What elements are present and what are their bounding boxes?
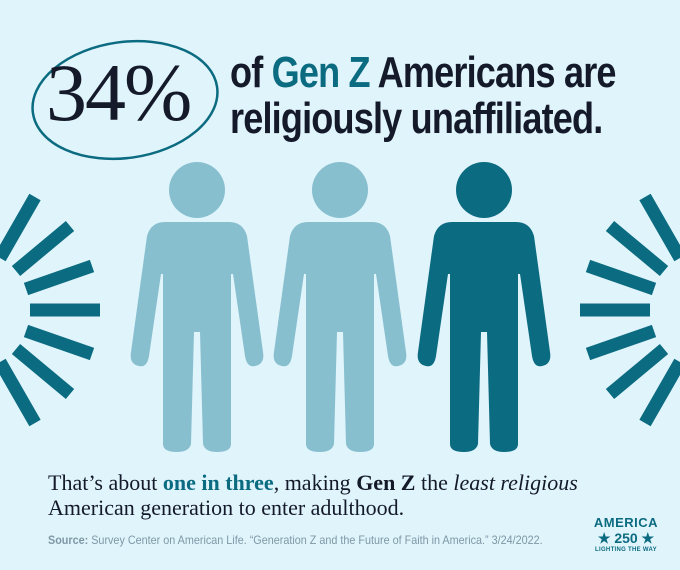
person-icon	[273, 162, 407, 452]
headline-highlight: Gen Z	[271, 48, 371, 97]
logo-tagline: LIGHTING THE WAY	[595, 547, 657, 553]
bold-text: Gen Z	[356, 470, 416, 495]
source-label: Source:	[48, 533, 89, 547]
star: ★	[637, 530, 655, 546]
text: , making	[273, 470, 357, 495]
text: American generation to enter adulthood.	[48, 495, 405, 520]
person-icon-highlight	[417, 162, 551, 452]
stat-circle	[31, 39, 219, 161]
highlight: one in three	[162, 470, 274, 495]
source-text: Survey Center on American Life. “Generat…	[91, 533, 543, 547]
right-rays	[580, 193, 680, 427]
source: Source: Survey Center on American Life. …	[48, 533, 543, 547]
headline-text: of	[230, 48, 263, 97]
headline-text: religiously unaffiliated.	[230, 94, 603, 143]
italic-text: least religious	[453, 470, 578, 495]
logo-number: ★ 250 ★	[586, 530, 666, 547]
logo: AMERICA ★ 250 ★ LIGHTING THE WAY	[586, 515, 666, 553]
left-rays	[0, 193, 100, 427]
body-text: That’s about one in three, making Gen Z …	[48, 470, 578, 520]
person-icon	[130, 162, 264, 452]
text: That’s about	[48, 470, 163, 495]
logo-number-text: 250	[614, 530, 638, 546]
stat: 34%	[46, 47, 192, 138]
star: ★	[597, 530, 615, 546]
headline-text: Americans are	[377, 48, 617, 97]
text: the	[415, 470, 454, 495]
logo-name: AMERICA	[593, 515, 659, 530]
headline: of Gen Z Americans are religiously unaff…	[230, 48, 617, 143]
